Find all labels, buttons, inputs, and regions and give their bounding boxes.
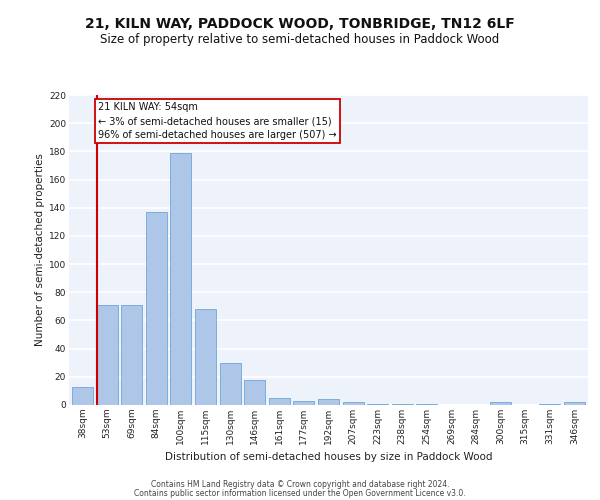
Y-axis label: Number of semi-detached properties: Number of semi-detached properties [35,154,45,346]
X-axis label: Distribution of semi-detached houses by size in Paddock Wood: Distribution of semi-detached houses by … [165,452,492,462]
Text: 21, KILN WAY, PADDOCK WOOD, TONBRIDGE, TN12 6LF: 21, KILN WAY, PADDOCK WOOD, TONBRIDGE, T… [85,18,515,32]
Bar [121,305,142,405]
Bar [269,398,290,405]
Bar [170,153,191,405]
Bar [539,404,560,405]
Bar [293,401,314,405]
Bar [318,400,339,405]
Text: Contains public sector information licensed under the Open Government Licence v3: Contains public sector information licen… [134,488,466,498]
Bar [416,404,437,405]
Bar [564,402,585,405]
Bar [97,305,118,405]
Bar [490,402,511,405]
Bar [72,386,93,405]
Bar [244,380,265,405]
Text: Contains HM Land Registry data © Crown copyright and database right 2024.: Contains HM Land Registry data © Crown c… [151,480,449,489]
Text: 21 KILN WAY: 54sqm
← 3% of semi-detached houses are smaller (15)
96% of semi-det: 21 KILN WAY: 54sqm ← 3% of semi-detached… [98,102,337,140]
Bar [195,309,216,405]
Bar [146,212,167,405]
Bar [392,404,413,405]
Bar [343,402,364,405]
Text: Size of property relative to semi-detached houses in Paddock Wood: Size of property relative to semi-detach… [100,34,500,46]
Bar [220,362,241,405]
Bar [367,404,388,405]
